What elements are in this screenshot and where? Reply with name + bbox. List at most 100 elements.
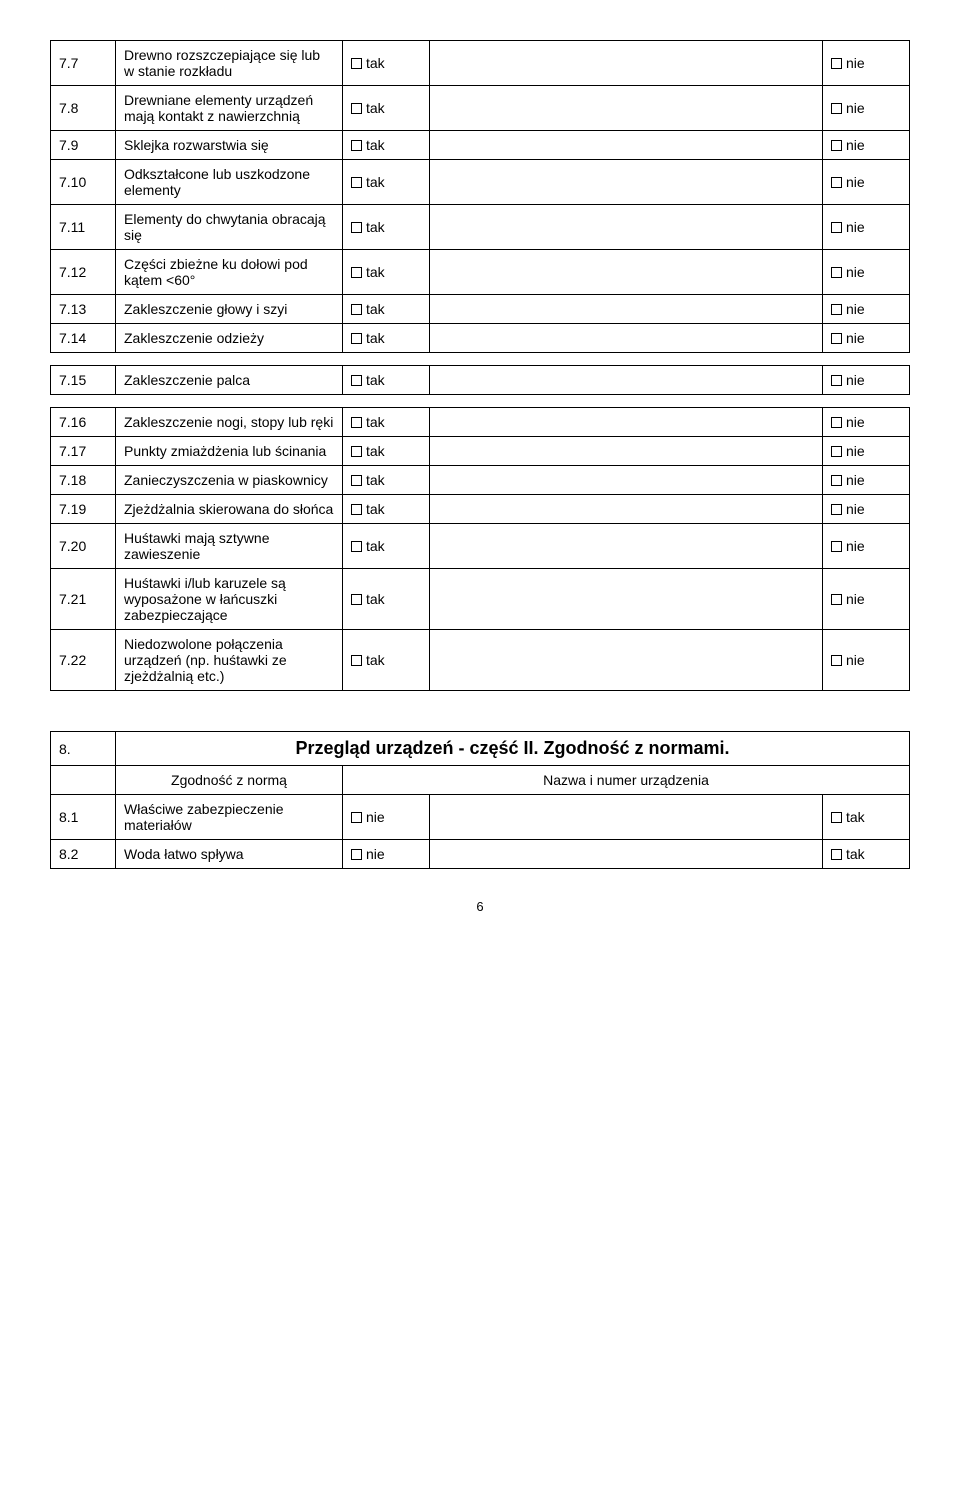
mid-cell <box>430 466 823 495</box>
checkbox-tak[interactable]: tak <box>343 205 430 250</box>
row-desc: Części zbieżne ku dołowi pod kątem <60° <box>116 250 343 295</box>
checkbox-tak[interactable]: tak <box>343 466 430 495</box>
row-desc: Zjeżdżalnia skierowana do słońca <box>116 495 343 524</box>
checkbox-nie[interactable]: nie <box>823 630 910 691</box>
table-row: 7.11Elementy do chwytania obracają sięta… <box>51 205 910 250</box>
row-desc: Elementy do chwytania obracają się <box>116 205 343 250</box>
mid-cell <box>430 205 823 250</box>
row-desc: Punkty zmiażdżenia lub ścinania <box>116 437 343 466</box>
row-num: 7.12 <box>51 250 116 295</box>
checkbox-tak[interactable]: tak <box>343 569 430 630</box>
row-desc: Niedozwolone połączenia urządzeń (np. hu… <box>116 630 343 691</box>
checkbox-tak[interactable]: tak <box>823 795 910 840</box>
table-7b: 7.15Zakleszczenie palcataknie <box>50 365 910 395</box>
row-desc: Zakleszczenie nogi, stopy lub ręki <box>116 408 343 437</box>
row-desc: Huśtawki mają sztywne zawieszenie <box>116 524 343 569</box>
checkbox-nie[interactable]: nie <box>823 495 910 524</box>
table-7a: 7.7Drewno rozszczepiające się lub w stan… <box>50 40 910 353</box>
table-row: 7.9Sklejka rozwarstwia siętak nie <box>51 131 910 160</box>
row-desc: Drewno rozszczepiające się lub w stanie … <box>116 41 343 86</box>
empty-cell <box>51 766 116 795</box>
checkbox-nie[interactable]: nie <box>823 408 910 437</box>
table-row: 7.18Zanieczyszczenia w piaskownicytak nie <box>51 466 910 495</box>
checkbox-tak[interactable]: tak <box>343 324 430 353</box>
row-desc: Woda łatwo spływa <box>116 840 343 869</box>
mid-cell <box>430 160 823 205</box>
mid-cell <box>430 366 823 395</box>
checkbox-nie[interactable]: nie <box>823 295 910 324</box>
section8-sub-right: Nazwa i numer urządzenia <box>343 766 910 795</box>
checkbox-nie[interactable]: nie <box>823 250 910 295</box>
checkbox-tak[interactable]: tak <box>343 86 430 131</box>
checkbox-tak[interactable]: tak <box>343 160 430 205</box>
checkbox-nie[interactable]: nie <box>823 466 910 495</box>
checkbox-tak[interactable]: tak <box>823 840 910 869</box>
table-row: 7.14Zakleszczenie odzieżytak nie <box>51 324 910 353</box>
checkbox-nie[interactable]: nie <box>823 366 910 395</box>
table-row: 7.7Drewno rozszczepiające się lub w stan… <box>51 41 910 86</box>
checkbox-tak[interactable]: tak <box>343 41 430 86</box>
checkbox-tak[interactable]: tak <box>343 131 430 160</box>
checkbox-nie[interactable]: nie <box>823 131 910 160</box>
checkbox-tak[interactable]: tak <box>343 437 430 466</box>
mid-cell <box>430 86 823 131</box>
checkbox-tak[interactable]: tak <box>343 495 430 524</box>
table-8: 8. Przegląd urządzeń - część II. Zgodnoś… <box>50 731 910 869</box>
checkbox-tak[interactable]: tak <box>343 366 430 395</box>
row-desc: Zakleszczenie głowy i szyi <box>116 295 343 324</box>
section8-title: Przegląd urządzeń - część II. Zgodność z… <box>116 732 910 766</box>
row-num: 7.22 <box>51 630 116 691</box>
row-num: 7.14 <box>51 324 116 353</box>
table-row: 7.15Zakleszczenie palcataknie <box>51 366 910 395</box>
row-desc: Zanieczyszczenia w piaskownicy <box>116 466 343 495</box>
table-row: 7.12Części zbieżne ku dołowi pod kątem <… <box>51 250 910 295</box>
row-desc: Sklejka rozwarstwia się <box>116 131 343 160</box>
table-row: 8.1Właściwe zabezpieczenie materiałównie… <box>51 795 910 840</box>
checkbox-tak[interactable]: tak <box>343 524 430 569</box>
checkbox-nie[interactable]: nie <box>823 569 910 630</box>
mid-cell <box>430 569 823 630</box>
checkbox-tak[interactable]: tak <box>343 295 430 324</box>
mid-cell <box>430 131 823 160</box>
checkbox-tak[interactable]: tak <box>343 250 430 295</box>
checkbox-nie[interactable]: nie <box>823 437 910 466</box>
table-7c: 7.16Zakleszczenie nogi, stopy lub rękita… <box>50 407 910 691</box>
table-row: 7.17Punkty zmiażdżenia lub ścinaniatak ni… <box>51 437 910 466</box>
mid-cell <box>430 630 823 691</box>
mid-cell <box>430 41 823 86</box>
table-row: 7.20Huśtawki mają sztywne zawieszenietak… <box>51 524 910 569</box>
checkbox-nie[interactable]: nie <box>343 840 430 869</box>
table-row: 8.2Woda łatwo spływanie tak <box>51 840 910 869</box>
checkbox-nie[interactable]: nie <box>823 324 910 353</box>
row-desc: Zakleszczenie odzieży <box>116 324 343 353</box>
table-row: 7.8Drewniane elementy urządzeń mają kont… <box>51 86 910 131</box>
row-desc: Odkształcone lub uszkodzone elementy <box>116 160 343 205</box>
checkbox-tak[interactable]: tak <box>343 408 430 437</box>
row-desc: Drewniane elementy urządzeń mają kontakt… <box>116 86 343 131</box>
section8-sub-left: Zgodność z normą <box>116 766 343 795</box>
row-num: 7.16 <box>51 408 116 437</box>
mid-cell <box>430 324 823 353</box>
checkbox-nie[interactable]: nie <box>823 160 910 205</box>
checkbox-nie[interactable]: nie <box>823 205 910 250</box>
table-row: 7.19Zjeżdżalnia skierowana do słońcatak n… <box>51 495 910 524</box>
row-num: 7.10 <box>51 160 116 205</box>
checkbox-nie[interactable]: nie <box>823 41 910 86</box>
row-num: 7.17 <box>51 437 116 466</box>
checkbox-tak[interactable]: tak <box>343 630 430 691</box>
row-num: 7.8 <box>51 86 116 131</box>
row-num: 7.9 <box>51 131 116 160</box>
row-num: 8.1 <box>51 795 116 840</box>
mid-cell <box>430 250 823 295</box>
mid-cell <box>430 524 823 569</box>
mid-cell <box>430 408 823 437</box>
row-num: 7.19 <box>51 495 116 524</box>
row-desc: Właściwe zabezpieczenie materiałów <box>116 795 343 840</box>
checkbox-nie[interactable]: nie <box>823 86 910 131</box>
table-row: 7.13Zakleszczenie głowy i szyitaknie <box>51 295 910 324</box>
row-num: 8.2 <box>51 840 116 869</box>
checkbox-nie[interactable]: nie <box>343 795 430 840</box>
checkbox-nie[interactable]: nie <box>823 524 910 569</box>
row-num: 7.18 <box>51 466 116 495</box>
row-num: 7.20 <box>51 524 116 569</box>
